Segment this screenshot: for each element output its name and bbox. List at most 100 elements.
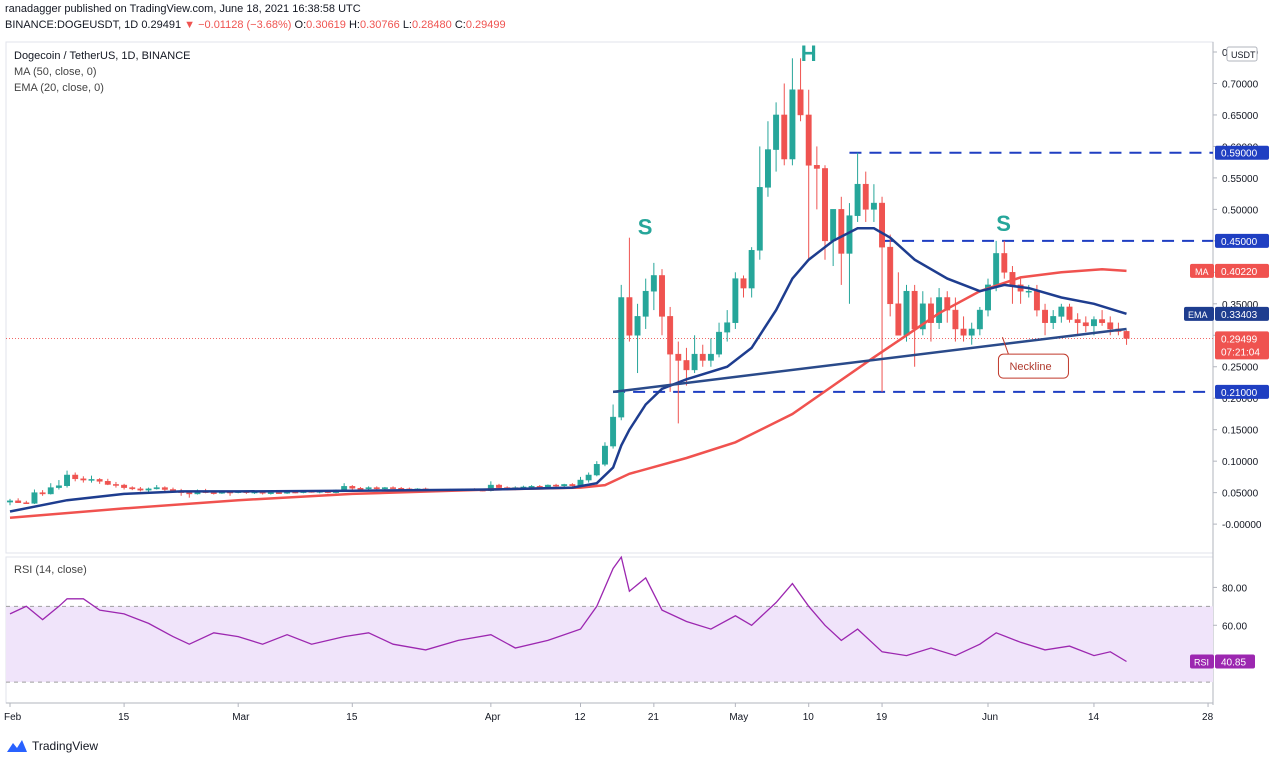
symbol-label[interactable]: BINANCE:DOGEUSDT, 1D (5, 19, 139, 31)
close-value: 0.29499 (465, 19, 506, 31)
right-shoulder-label: S (996, 211, 1011, 236)
candle-body (267, 492, 274, 494)
time-tick-label: 10 (803, 712, 815, 723)
candle-body (47, 487, 54, 495)
level-tag (1215, 145, 1269, 160)
candle-body (919, 303, 926, 330)
ma-value-tag (1215, 263, 1269, 278)
ma-value-label: 0.40220 (1221, 267, 1258, 278)
candle-body (960, 328, 967, 336)
candle-body (1025, 290, 1032, 293)
ma-legend[interactable]: MA (50, close, 0) (14, 66, 97, 78)
candle-body (186, 492, 193, 495)
level-tag-label: 0.59000 (1221, 149, 1258, 160)
price-tick-label: 0.10000 (1222, 457, 1259, 468)
candle-body (15, 500, 22, 503)
price-tick-label: 0.70000 (1222, 79, 1259, 90)
price-tick-label: 0.20000 (1222, 394, 1259, 405)
candle-body (667, 316, 674, 355)
candle-body (716, 331, 722, 355)
candle-body (618, 297, 625, 418)
last-price: 0.29491 (141, 19, 182, 31)
price-tick-label: 0.55000 (1222, 174, 1259, 185)
ema-value-label: 0.33403 (1221, 310, 1258, 321)
time-tick-label: Jun (982, 712, 998, 723)
ema-legend[interactable]: EMA (20, close, 0) (14, 82, 104, 94)
candle-body (748, 250, 755, 289)
neckline-callout-pointer (1001, 336, 1009, 355)
candle-body (699, 353, 706, 361)
time-tick-label: 12 (575, 712, 587, 723)
candle-body (1058, 306, 1065, 317)
ema-value-tag (1215, 306, 1269, 321)
candle-body (887, 246, 894, 305)
rsi-band (6, 606, 1213, 683)
price-tick-label: 0.65000 (1222, 111, 1259, 122)
candle-body (373, 487, 380, 490)
neckline-callout-label: Neckline (1009, 361, 1051, 373)
neckline-callout-box (997, 353, 1069, 379)
chart-title: Dogecoin / TetherUS, 1D, BINANCE (14, 50, 191, 62)
candle-body (1074, 319, 1081, 323)
candle-body (675, 353, 682, 361)
candle-body (756, 187, 763, 251)
candle-body (602, 445, 608, 465)
candle-body (137, 488, 144, 491)
time-tick-label: 21 (648, 712, 660, 723)
last-price-label: 0.29499 (1221, 334, 1258, 345)
candle-body (561, 484, 568, 486)
candle-body (1099, 319, 1106, 323)
candle-body (1033, 290, 1040, 311)
price-tick-label: 0.50000 (1222, 205, 1259, 216)
time-tick-label: May (729, 712, 748, 723)
candle-body (626, 297, 633, 336)
candle-body (161, 487, 168, 490)
tradingview-brand: TradingView (32, 739, 99, 753)
low-label: L: (402, 19, 412, 31)
candle-body (879, 202, 885, 248)
price-tick-label: 0.35000 (1222, 300, 1259, 311)
rsi-legend[interactable]: RSI (14, close) (14, 564, 87, 576)
neckline-line (612, 327, 1127, 394)
unit-label: USDT (1231, 50, 1256, 60)
candle-body (121, 484, 128, 488)
rsi-tick-label: 80.00 (1222, 583, 1247, 594)
ma-50-line (9, 267, 1127, 520)
rsi-axis-tag-label: RSI (1194, 658, 1209, 668)
candle-body (145, 488, 152, 491)
candle-body (765, 149, 771, 188)
price-tick-label: 0.15000 (1222, 426, 1259, 437)
candle-body (496, 484, 502, 488)
candle-body (349, 486, 356, 489)
candle-body (707, 353, 714, 361)
candle-body (88, 479, 95, 481)
candle-body (797, 89, 804, 116)
level-tag-label: 0.45000 (1221, 237, 1258, 248)
price-pane-frame (5, 41, 1214, 554)
ohlc-line: BINANCE:DOGEUSDT, 1D 0.29491 ▼ −0.01128 … (5, 19, 506, 31)
down-arrow-icon: ▼ (184, 19, 196, 31)
countdown-label: 07:21:04 (1221, 347, 1260, 358)
candle-body (976, 309, 983, 330)
candle-body (55, 485, 62, 488)
last-price-tag (1215, 331, 1269, 360)
candle-body (104, 481, 111, 485)
candle-body (593, 464, 600, 476)
time-tick-label: 19 (876, 712, 888, 723)
price-tick-label: 0.25000 (1222, 363, 1259, 374)
candle-body (781, 114, 788, 160)
candle-body (610, 416, 617, 447)
head-label: H (801, 41, 817, 66)
rsi-tick-label: 60.00 (1222, 621, 1247, 632)
tradingview-footer[interactable]: TradingView (6, 739, 98, 753)
candle-body (952, 309, 959, 330)
candle-body (1042, 309, 1048, 323)
candle-body (80, 478, 87, 481)
open-value: 0.30619 (306, 19, 346, 31)
close-label: C: (454, 19, 466, 31)
time-tick-label: 14 (1088, 712, 1100, 723)
time-tick-label: Apr (485, 712, 501, 723)
candle-body (96, 479, 103, 482)
candle-body (813, 165, 820, 169)
